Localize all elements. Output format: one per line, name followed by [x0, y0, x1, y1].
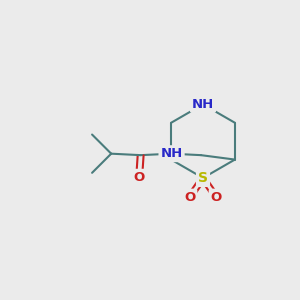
Text: NH: NH [160, 147, 183, 160]
Text: S: S [198, 171, 208, 185]
Text: O: O [211, 190, 222, 204]
Text: NH: NH [192, 98, 214, 111]
Text: O: O [134, 171, 145, 184]
Text: O: O [184, 190, 195, 204]
